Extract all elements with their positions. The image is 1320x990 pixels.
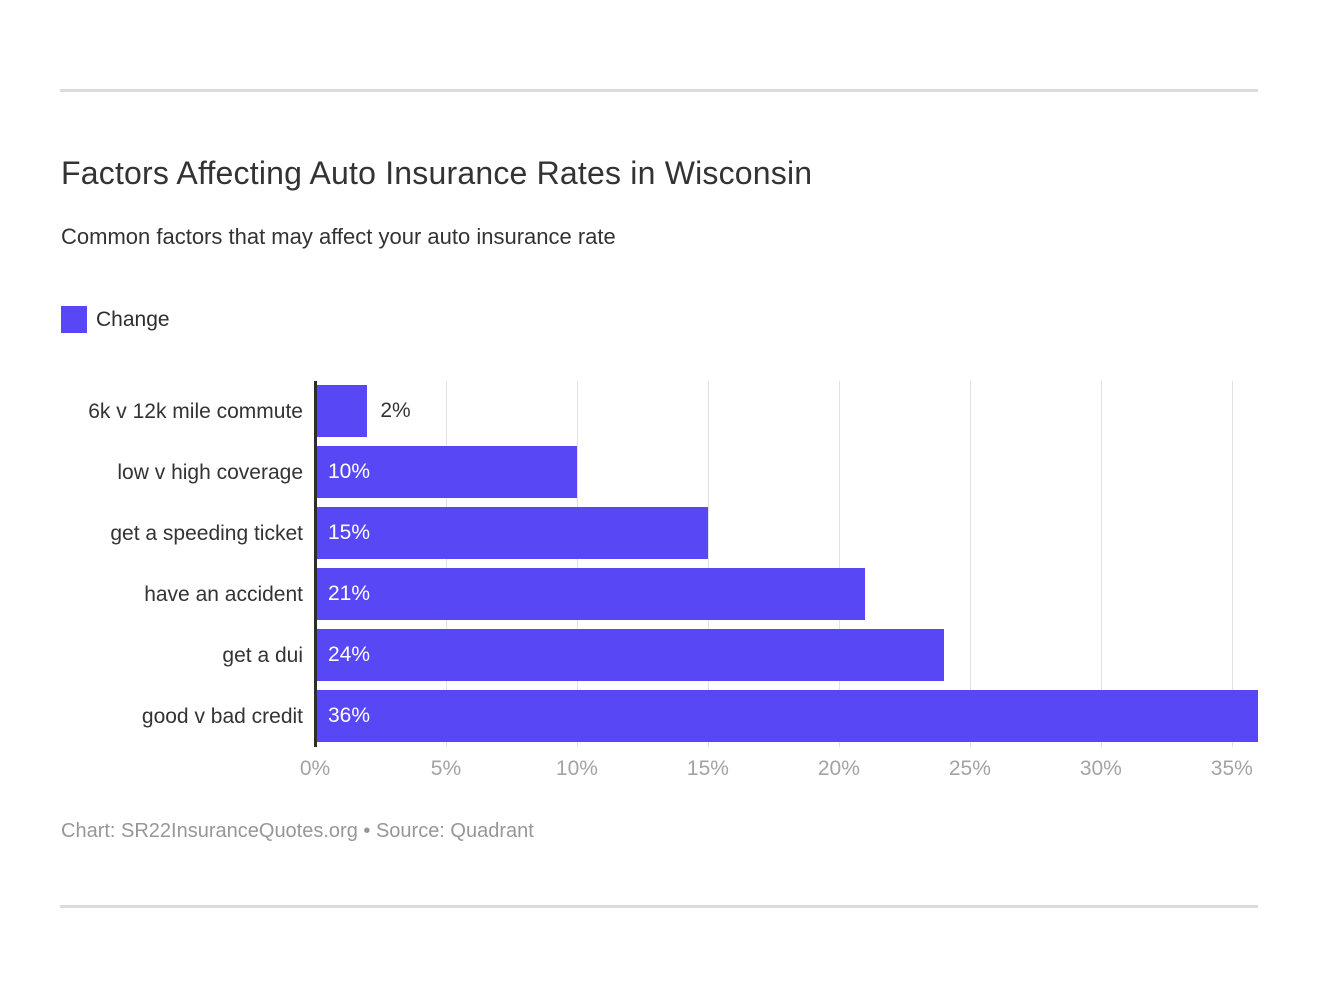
bar: 10% <box>315 446 577 498</box>
legend-swatch <box>61 306 87 333</box>
value-label: 15% <box>328 521 371 544</box>
axis-tick-label: 10% <box>555 757 598 780</box>
bar: 36% <box>315 690 1258 742</box>
bar-chart: 6k v 12k mile commute low v high coverage… <box>60 381 1258 783</box>
axis-tick-label: 20% <box>817 757 860 780</box>
gridline <box>1231 381 1233 747</box>
axis-tick-label: 0% <box>299 757 331 780</box>
top-divider <box>60 89 1258 92</box>
axis-tick-label: 35% <box>1210 757 1253 780</box>
chart-title: Factors Affecting Auto Insurance Rates i… <box>61 155 813 191</box>
chart-attribution: Chart: SR22InsuranceQuotes.org • Source:… <box>61 820 534 842</box>
bottom-divider <box>60 905 1258 908</box>
category-axis: 6k v 12k mile commute low v high coverage… <box>60 381 315 783</box>
bar-row: 24% <box>315 625 1258 686</box>
legend: Change <box>61 306 170 333</box>
category-label: 6k v 12k mile commute <box>88 399 303 423</box>
gridline <box>838 381 840 747</box>
value-label: 2% <box>380 399 411 422</box>
category-label: get a dui <box>222 643 303 667</box>
legend-label: Change <box>96 307 170 331</box>
bar-row: 10% <box>315 442 1258 503</box>
y-axis-line <box>314 381 317 747</box>
axis-tick-label: 15% <box>686 757 729 780</box>
gridline <box>445 381 447 747</box>
axis-tick-label: 30% <box>1079 757 1122 780</box>
gridline <box>969 381 971 747</box>
value-label: 21% <box>328 582 371 605</box>
category-label: have an accident <box>144 582 303 606</box>
axis-tick-label: 25% <box>948 757 991 780</box>
bar: 21% <box>315 568 866 620</box>
category-label: good v bad credit <box>141 704 303 728</box>
category-label: get a speeding ticket <box>110 521 303 545</box>
bar-row: 2% <box>315 381 1258 442</box>
bar: 2% <box>315 385 411 437</box>
bar: 15% <box>315 507 708 559</box>
value-label: 24% <box>328 643 371 666</box>
value-label: 36% <box>328 704 371 727</box>
gridline <box>707 381 709 747</box>
axis-tick-label: 5% <box>430 757 462 780</box>
plot-area: 2% 10% 15% 21% 24% 36% <box>314 381 1258 747</box>
bar-row: 36% <box>315 686 1258 747</box>
bar-row: 21% <box>315 564 1258 625</box>
gridline <box>1100 381 1102 747</box>
category-label: low v high coverage <box>117 460 303 484</box>
bar-row: 15% <box>315 503 1258 564</box>
gridline <box>576 381 578 747</box>
bar: 24% <box>315 629 944 681</box>
plot-wrap: 2% 10% 15% 21% 24% 36% 0% 5% 10% 15% 20% 25% 30% 35% <box>300 381 1258 783</box>
value-label: 10% <box>328 460 371 483</box>
x-axis: 0% 5% 10% 15% 20% 25% 30% 35% <box>300 747 1258 783</box>
chart-subtitle: Common factors that may affect your auto… <box>61 224 616 249</box>
